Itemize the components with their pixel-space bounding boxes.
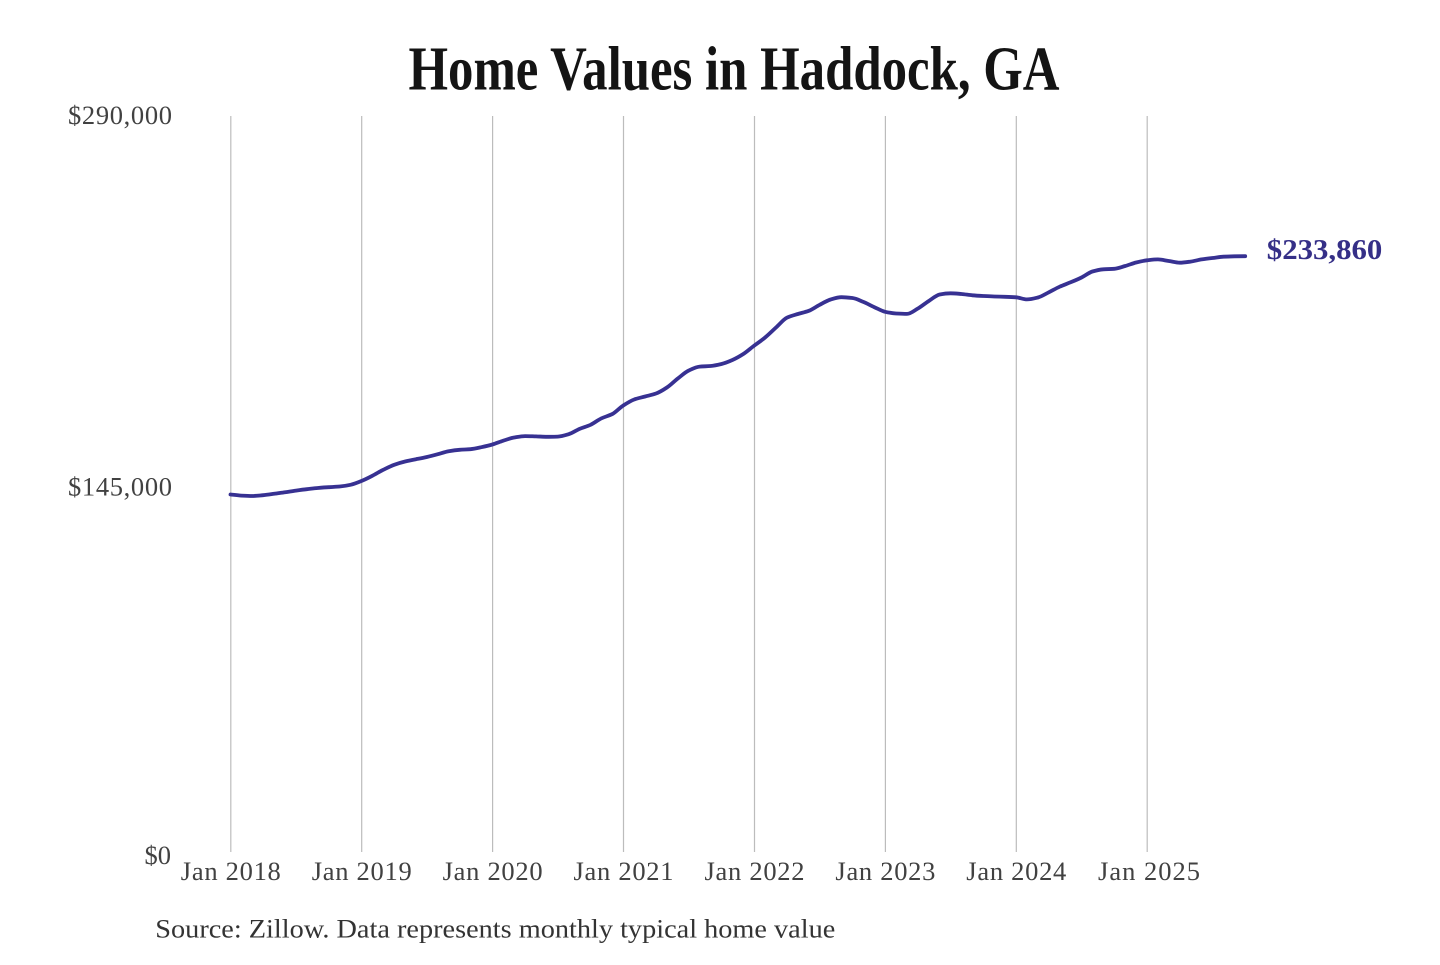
svg-text:$233,860: $233,860 <box>1267 234 1383 266</box>
svg-text:$290,000: $290,000 <box>68 100 172 130</box>
svg-text:Jan 2021: Jan 2021 <box>574 856 674 886</box>
svg-text:Jan 2024: Jan 2024 <box>966 856 1066 886</box>
svg-text:Source: Zillow. Data represent: Source: Zillow. Data represents monthly … <box>155 914 835 943</box>
svg-text:Jan 2020: Jan 2020 <box>443 856 543 886</box>
svg-text:Home Values in Haddock, GA: Home Values in Haddock, GA <box>409 36 1060 104</box>
svg-text:Jan 2019: Jan 2019 <box>312 856 412 886</box>
svg-text:Jan 2018: Jan 2018 <box>181 856 281 886</box>
svg-text:Jan 2023: Jan 2023 <box>835 856 935 886</box>
svg-text:Jan 2025: Jan 2025 <box>1098 856 1200 886</box>
svg-text:Jan 2022: Jan 2022 <box>705 856 805 886</box>
svg-text:$145,000: $145,000 <box>68 472 172 502</box>
svg-text:$0: $0 <box>145 840 172 870</box>
